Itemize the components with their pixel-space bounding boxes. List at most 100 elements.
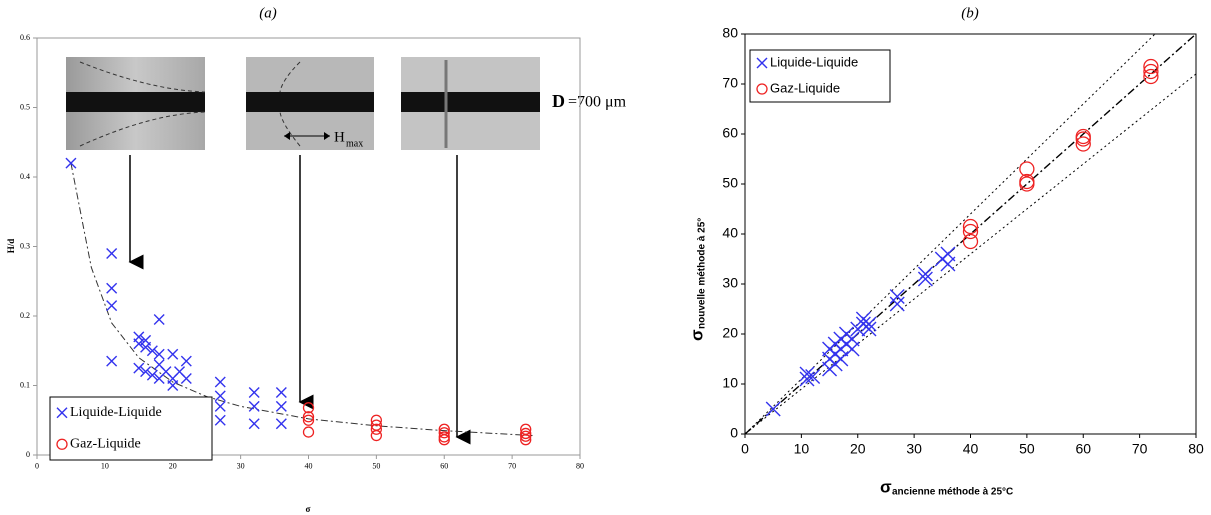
point [962, 218, 979, 235]
point-stroke [65, 157, 77, 169]
trend-line [70, 163, 533, 437]
x-tick-label: 10 [794, 441, 810, 457]
point [248, 400, 260, 412]
y-tick-label: 20 [722, 325, 738, 341]
point-stroke [765, 401, 781, 417]
point [167, 348, 179, 360]
point [370, 429, 383, 442]
chart-title: (a) [259, 5, 277, 21]
diameter-symbol: D [552, 91, 565, 111]
y-tick-label: 0.6 [20, 33, 30, 42]
point [146, 345, 158, 357]
point [275, 418, 287, 430]
x-tick-label: 10 [101, 461, 109, 470]
point-stroke [153, 313, 165, 325]
x-tick-label: 80 [1188, 441, 1204, 457]
point-stroke [861, 316, 877, 332]
point [302, 402, 315, 414]
x-axis-label: σ [306, 504, 311, 514]
point [153, 348, 165, 360]
point [889, 289, 905, 304]
y-tick-label: 70 [722, 75, 738, 91]
x-tick-label: 20 [169, 461, 177, 470]
point [302, 411, 315, 423]
point [302, 414, 315, 426]
reference-line [745, 34, 1196, 434]
x-tick-label: 70 [1132, 441, 1148, 457]
reference-line [745, 34, 1156, 434]
photo [401, 57, 540, 150]
point-stroke [180, 373, 192, 385]
y-tick-label: 40 [722, 225, 738, 241]
x-tick-label: 40 [963, 441, 979, 457]
point [106, 282, 118, 294]
point-stroke [146, 345, 158, 357]
hmax-subscript: max [346, 138, 363, 149]
point-stroke [844, 331, 860, 347]
y-axis-label: H/d [6, 239, 16, 254]
point-stroke [140, 366, 152, 378]
point-stroke [756, 57, 768, 69]
y-tick-label: 0.1 [20, 380, 30, 389]
point-stroke [153, 359, 165, 371]
point [962, 223, 979, 240]
x-axis-label-sub: ancienne méthode à 25°C [892, 487, 1013, 498]
point [214, 400, 226, 412]
point [153, 313, 165, 325]
point [1075, 128, 1091, 145]
chart-b: (b) σ ancienne méthode à 25°C σ nouvelle… [687, 5, 1204, 498]
point [520, 430, 532, 442]
y-tick-label: 0.4 [20, 172, 30, 181]
x-tick-label: 50 [372, 461, 380, 470]
y-tick-label: 80 [722, 25, 738, 41]
y-tick-label: 0.2 [20, 311, 30, 320]
point [438, 431, 450, 443]
point [1143, 63, 1159, 80]
point-stroke [214, 376, 226, 388]
point [861, 321, 877, 337]
x-tick-label: 0 [741, 441, 749, 457]
point [180, 373, 192, 385]
x-tick-label: 30 [237, 461, 245, 470]
reference-line [745, 73, 1196, 434]
point-stroke [140, 341, 152, 353]
point [934, 251, 950, 267]
point-stroke [106, 300, 118, 312]
point [106, 247, 118, 259]
x-tick-label: 20 [850, 441, 866, 457]
point-stroke [805, 369, 821, 384]
point [889, 296, 905, 312]
point-stroke [248, 386, 260, 398]
point [180, 355, 192, 367]
point [133, 338, 145, 350]
point [275, 400, 287, 412]
photo [246, 57, 374, 150]
point-stroke [174, 366, 186, 378]
point-stroke [106, 282, 118, 294]
point-stroke [214, 400, 226, 412]
y-axis-label-sub: nouvelle méthode à 25° [697, 218, 708, 329]
point [167, 380, 179, 391]
point-stroke [917, 271, 933, 287]
point-stroke [861, 321, 877, 337]
point-stroke [889, 289, 905, 304]
point [861, 316, 877, 332]
point-stroke [146, 369, 158, 381]
x-tick-label: 60 [440, 461, 448, 470]
point [1143, 58, 1159, 75]
point-stroke [106, 247, 118, 259]
point-stroke [167, 348, 179, 360]
legend-label: Liquide-Liquide [770, 54, 858, 69]
point [370, 423, 383, 435]
point [133, 362, 145, 374]
x-axis-label: σ [880, 477, 892, 496]
point-stroke [133, 362, 145, 374]
point-stroke [917, 266, 933, 282]
point [140, 341, 152, 353]
point-stroke [180, 355, 192, 367]
point [1143, 68, 1159, 85]
point-stroke [133, 338, 145, 350]
point-stroke [799, 366, 815, 382]
photo [66, 57, 206, 150]
point [962, 233, 979, 250]
